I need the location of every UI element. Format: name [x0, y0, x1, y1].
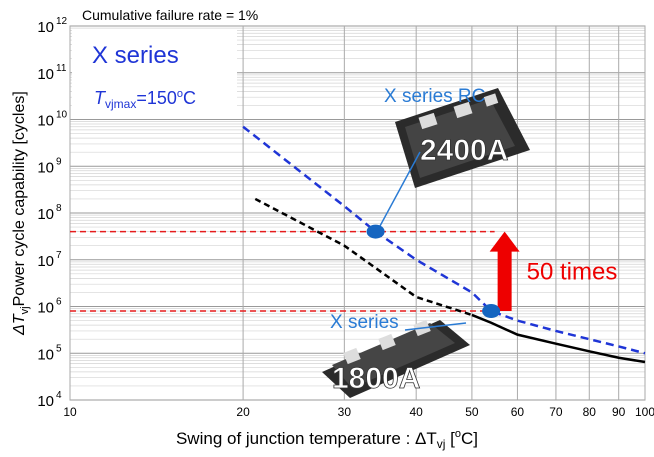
xl-3: o	[455, 428, 461, 440]
series-line	[242, 125, 646, 355]
x-tick-label: 20	[236, 405, 250, 419]
arrow-label: 50 times	[527, 258, 618, 285]
x-tick-label: 100	[635, 405, 654, 419]
temperature-label: Tvjmax=150oC	[94, 88, 196, 111]
series-box-label: X series	[92, 42, 179, 69]
x-tick-label: 40	[410, 405, 424, 419]
y-tick-power: 6	[56, 297, 62, 308]
x-tick-label: 30	[338, 405, 352, 419]
x-axis-label: Swing of junction temperature : ΔTvj [oC…	[176, 428, 478, 451]
t-unit: C	[183, 88, 196, 108]
xl-1: vj	[437, 437, 446, 451]
y-tick-power: 8	[56, 203, 62, 214]
y-tick-power: 11	[56, 63, 67, 74]
t-eq: =150	[136, 88, 177, 108]
y-tick-label: 10	[37, 206, 54, 223]
x-tick-label: 50	[465, 405, 479, 419]
x-tick-label: 60	[511, 405, 525, 419]
y-tick-label: 10	[37, 253, 54, 270]
y-tick-power: 9	[56, 156, 62, 167]
marker	[482, 304, 501, 319]
series-line	[471, 313, 646, 364]
y-tick-power: 12	[56, 16, 68, 27]
y-tick-power: 10	[56, 110, 68, 121]
t-sup: o	[177, 88, 183, 100]
y-axis-label: ΔTvjPower cycle capability [cycles]	[11, 91, 31, 336]
y-tick-label: 10	[37, 113, 54, 130]
yl-2: Power cycle capability [cycles]	[11, 91, 28, 306]
plot	[70, 125, 646, 364]
x-series-label: X series	[330, 312, 399, 333]
chart-title: Cumulative failure rate = 1%	[82, 7, 258, 23]
yl-1: vj	[19, 306, 31, 314]
x-tick-label: 70	[549, 405, 563, 419]
marker	[366, 224, 385, 239]
y-tick-label: 10	[37, 393, 54, 410]
x-tick-label: 90	[612, 405, 626, 419]
rc-label: X series RC	[384, 86, 485, 107]
series-line	[254, 197, 473, 317]
t-part: T	[94, 88, 107, 108]
y-tick-power: 7	[56, 250, 62, 261]
yl-0: ΔT	[11, 313, 28, 336]
module-2400a	[395, 88, 530, 188]
xl-2: [	[445, 429, 455, 448]
y-tick-label: 10	[37, 300, 54, 317]
y-tick-power: 5	[56, 343, 62, 354]
info-box	[72, 30, 237, 110]
pointer-x	[404, 322, 467, 331]
y-tick-label: 10	[37, 346, 54, 363]
xl-4: C]	[461, 429, 478, 448]
module-x-label: 1800A	[332, 362, 420, 395]
y-tick-label: 10	[37, 66, 54, 83]
t-sub: vjmax	[105, 97, 136, 111]
xl-0: Swing of junction temperature : ΔT	[176, 429, 437, 448]
x-tick-label: 10	[63, 405, 77, 419]
overlay: 50 times	[366, 224, 618, 319]
arrow	[489, 231, 520, 312]
module-rc-label: 2400A	[420, 134, 508, 167]
x-tick-label: 80	[583, 405, 597, 419]
y-tick-label: 10	[37, 19, 54, 36]
pointer-rc	[379, 151, 421, 227]
y-tick-label: 10	[37, 159, 54, 176]
y-tick-power: 4	[56, 390, 62, 401]
